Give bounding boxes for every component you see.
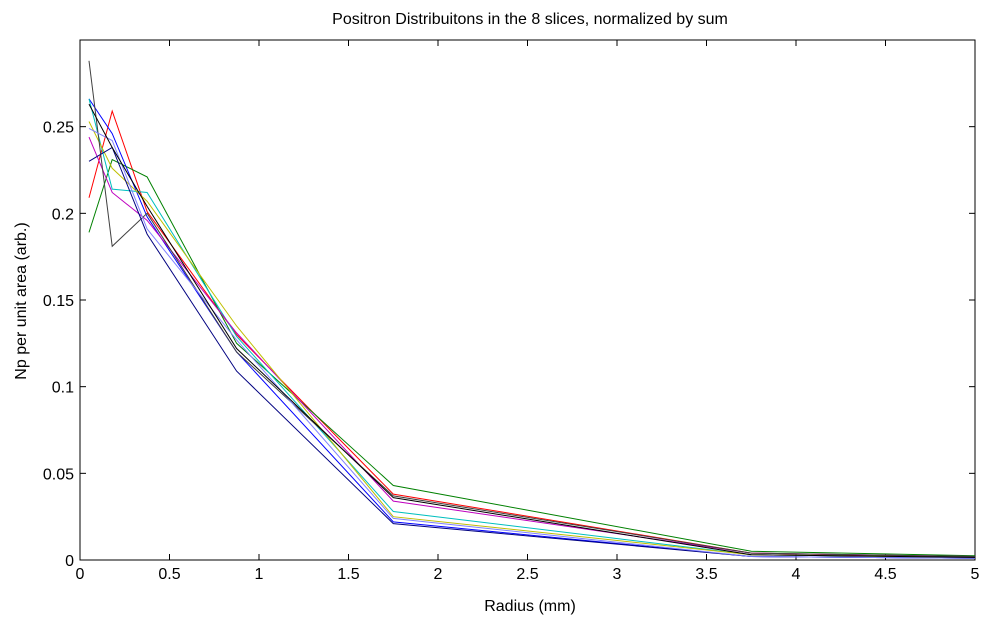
y-tick-label: 0.05 <box>43 466 74 483</box>
y-axis-title: Np per unit area (arb.) <box>13 222 30 379</box>
x-tick-label: 2 <box>434 566 443 583</box>
y-tick-label: 0.1 <box>52 380 74 397</box>
y-tick-label: 0.2 <box>52 206 74 223</box>
series-line-2 <box>88 158 976 557</box>
y-tick-label: 0.25 <box>43 120 74 137</box>
x-tick-label: 4 <box>792 566 801 583</box>
series-line-8 <box>88 146 976 559</box>
series-line-6 <box>88 121 976 558</box>
x-tick-label: 1 <box>255 566 264 583</box>
chart-title: Positron Distribuitons in the 8 slices, … <box>332 11 728 28</box>
x-tick-label: 3 <box>613 566 622 583</box>
x-tick-label: 0.5 <box>158 566 180 583</box>
y-tick-label: 0.15 <box>43 293 74 310</box>
series-line-10 <box>88 103 976 558</box>
series-line-1 <box>88 109 976 558</box>
x-tick-label: 0 <box>76 566 85 583</box>
plot-area: 0 0.5 1 1.5 2 2.5 3 3.5 4 4.5 5 0 0.05 0.1 0.15 0.2 0.25 <box>43 39 980 583</box>
series-line-5 <box>88 136 976 557</box>
y-tick-label: 0 <box>65 553 74 570</box>
x-axis-title: Radius (mm) <box>484 598 576 615</box>
x-tick-label: 5 <box>971 566 980 583</box>
series-line-4 <box>88 98 976 558</box>
series-line-7 <box>88 60 976 557</box>
series-line-9 <box>88 127 976 559</box>
x-tick-label: 3.5 <box>695 566 717 583</box>
x-tick-label: 1.5 <box>337 566 359 583</box>
x-tick-label: 4.5 <box>874 566 896 583</box>
x-tick-label: 2.5 <box>516 566 538 583</box>
